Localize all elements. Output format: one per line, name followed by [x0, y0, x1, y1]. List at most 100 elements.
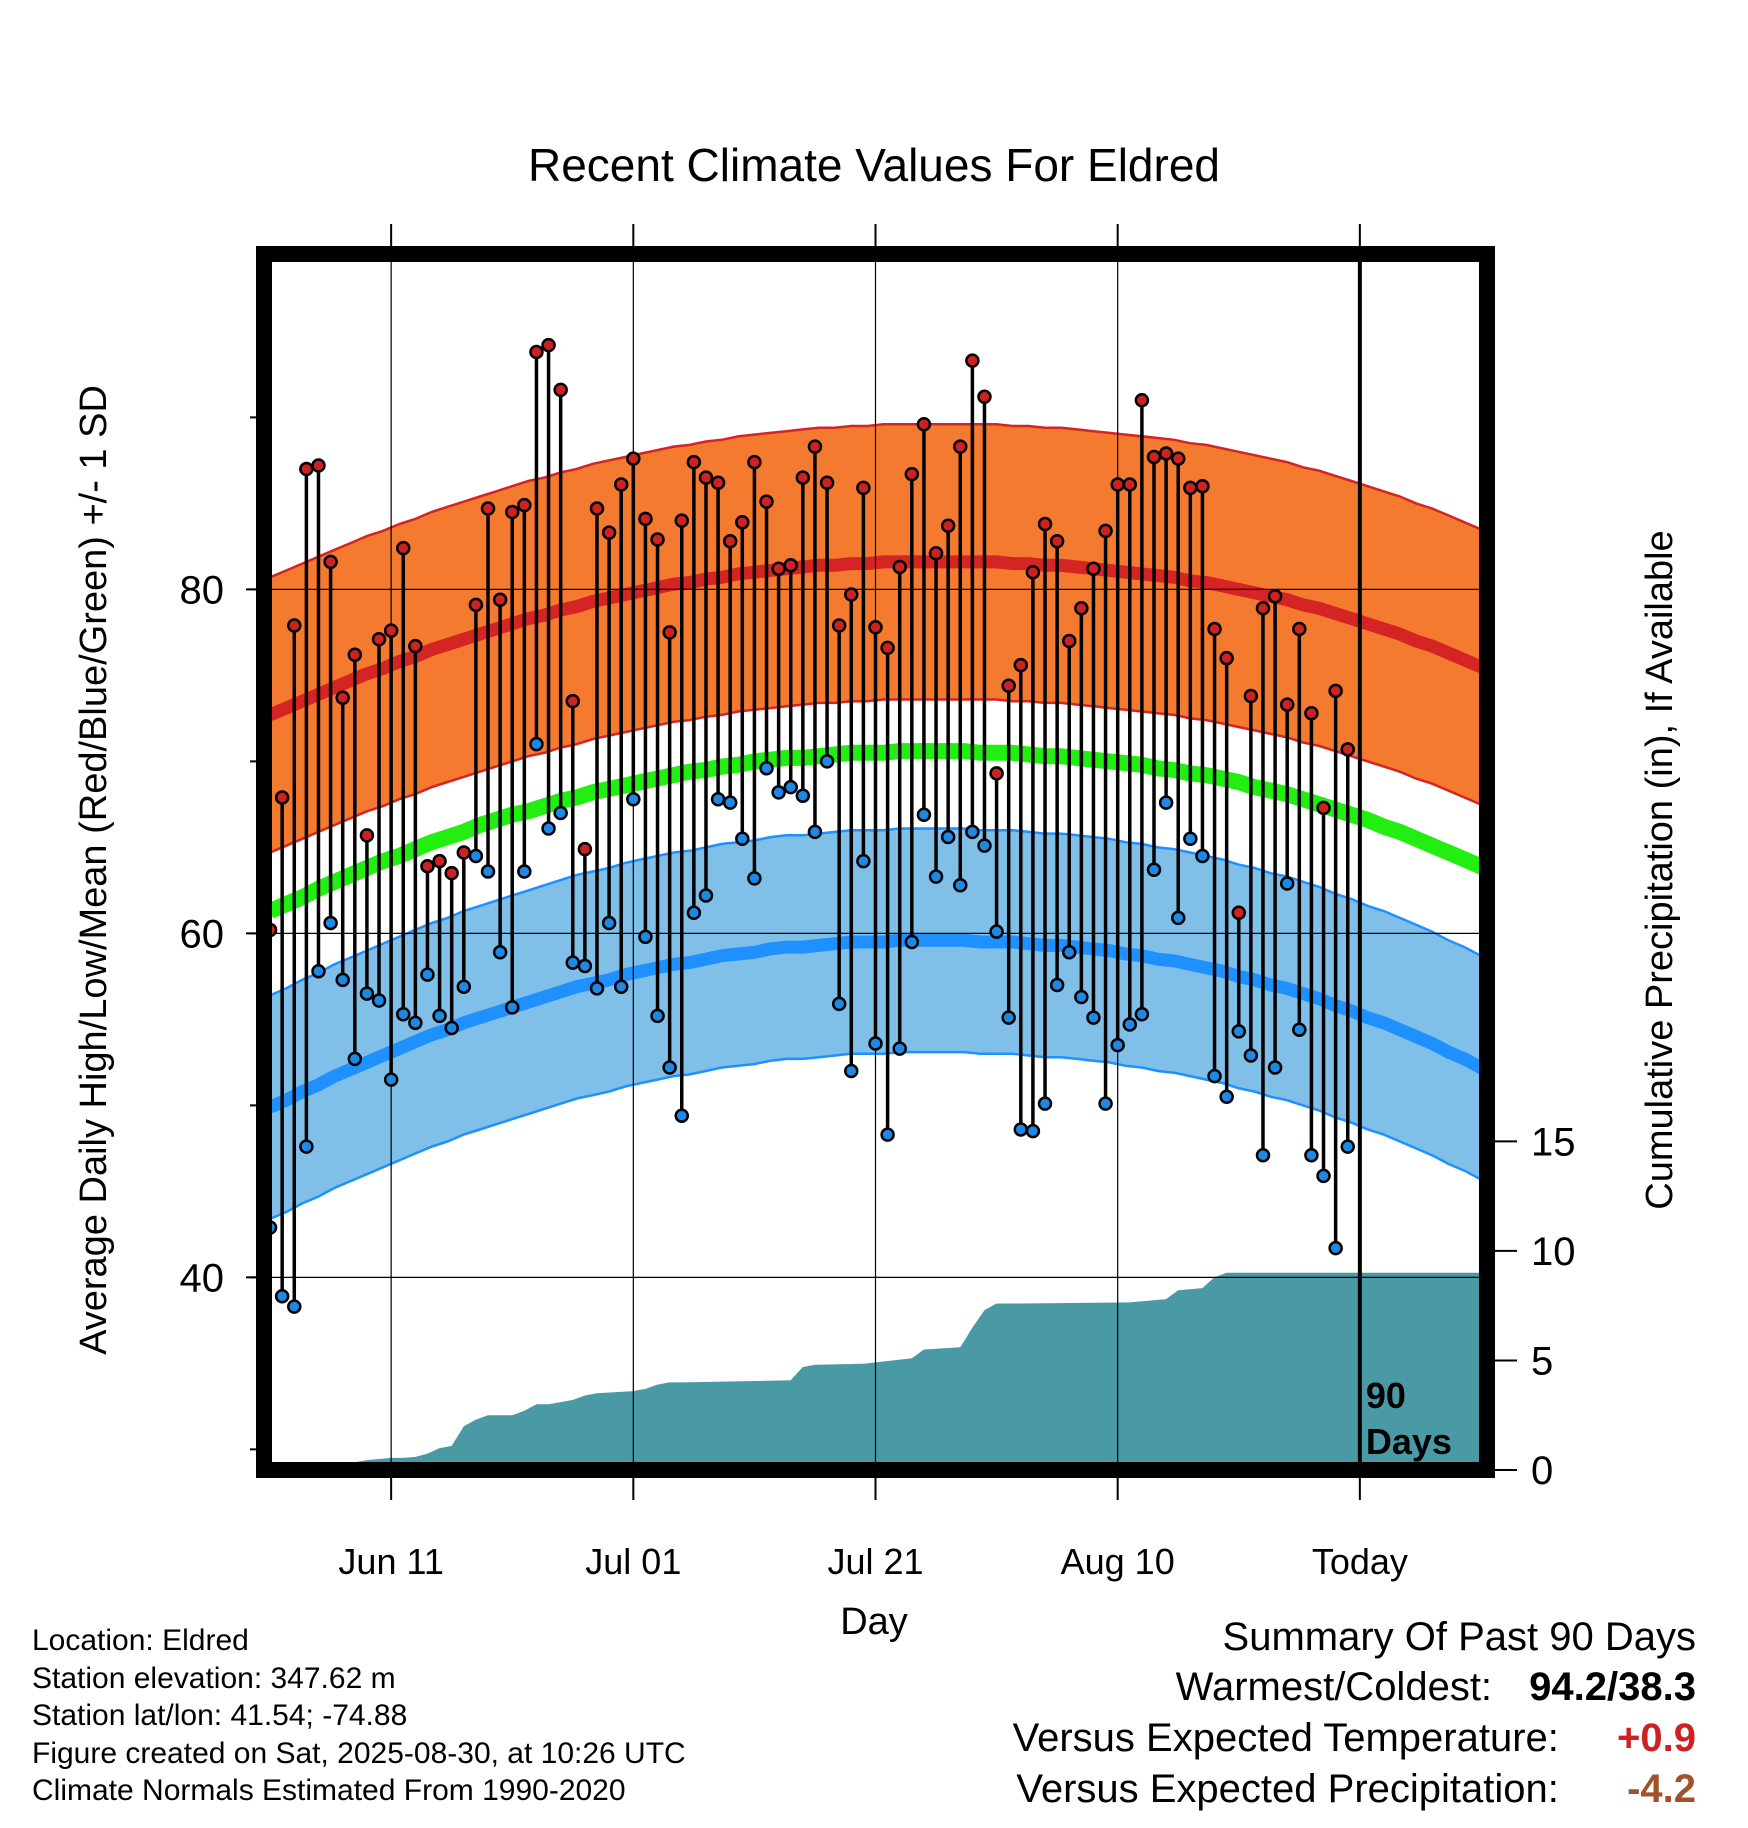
daily-high-point: [795, 470, 811, 485]
daily-low-point: [420, 967, 435, 982]
daily-low-point: [1049, 977, 1065, 993]
daily-low-point: [977, 838, 992, 853]
plot-frame: [256, 246, 1495, 1478]
daily-low-point: [553, 805, 568, 821]
daily-low-point: [989, 924, 1004, 939]
daily-high-point: [1183, 480, 1198, 496]
daily-low-point: [492, 945, 508, 960]
low-band-upper-edge: [269, 827, 1487, 997]
daily-high-point: [347, 647, 363, 662]
y2-tick-label: 10: [1531, 1230, 1576, 1274]
warm-cold-value: 94.2/38.3: [1529, 1665, 1696, 1709]
daily-high-point: [287, 618, 302, 633]
summary-title: Summary Of Past 90 Days: [1222, 1615, 1696, 1659]
daily-low-point: [383, 1072, 399, 1087]
warm-cold-label: Warmest/Coldest:: [1175, 1665, 1493, 1709]
daily-high-point: [844, 587, 859, 602]
daily-high-point: [371, 632, 387, 647]
daily-high-point: [783, 558, 798, 573]
daily-low-point: [722, 795, 738, 810]
daily-high-point: [1255, 601, 1271, 616]
y-tick-label: 40: [180, 1256, 225, 1300]
daily-low-point: [1013, 1122, 1029, 1137]
daily-high-point: [880, 640, 895, 656]
daily-low-point: [1158, 795, 1174, 810]
daily-high-point: [1098, 523, 1113, 539]
daily-high-point: [1316, 800, 1331, 816]
daily-low-point: [1086, 1010, 1101, 1025]
x-axis-label: Day: [840, 1601, 908, 1643]
daily-high-point: [916, 417, 932, 432]
daily-low-point: [517, 864, 532, 879]
daily-low-point: [1183, 831, 1198, 847]
daily-high-point: [989, 766, 1004, 781]
daily-low-point: [735, 831, 750, 847]
daily-low-point: [650, 1008, 665, 1024]
daily-high-point: [420, 859, 435, 874]
daily-high-point: [517, 497, 532, 513]
daily-high-point: [856, 480, 871, 496]
daily-high-point: [819, 475, 835, 491]
summary-temp: Versus Expected Temperature: +0.9: [1013, 1713, 1696, 1764]
daily-low-point: [674, 1108, 690, 1123]
daily-low-point: [856, 853, 871, 869]
daily-low-point: [1195, 848, 1210, 864]
daily-low-point: [480, 864, 496, 879]
daily-low-point: [892, 1041, 907, 1056]
daily-low-point: [747, 871, 762, 886]
axes: 40 60 80 0 5 10 15 Jun 11 Jul 01 Jul 21 Aug 10 Toda…: [180, 224, 1576, 1582]
daily-low-point: [759, 761, 774, 776]
daily-low-point: [880, 1127, 895, 1142]
daily-high-point: [1219, 650, 1234, 666]
daily-low-point: [1304, 1148, 1319, 1163]
daily-high-point: [710, 475, 726, 491]
daily-low-point: [1292, 1022, 1307, 1037]
daily-high-point: [1195, 478, 1210, 494]
daily-high-point: [759, 494, 774, 509]
temp-label: Versus Expected Temperature:: [1012, 1716, 1559, 1760]
daily-high-point: [638, 511, 653, 527]
daily-low-point: [831, 996, 847, 1012]
location-text: Location: Eldred: [32, 1624, 249, 1657]
daily-low-point: [274, 1289, 290, 1304]
daily-low-point: [432, 1008, 447, 1024]
window-annotation-line1: 90: [1366, 1375, 1406, 1416]
daily-high-point: [965, 353, 980, 368]
daily-low-point: [577, 958, 593, 974]
daily-low-point: [541, 821, 556, 836]
daily-low-point: [1316, 1168, 1331, 1184]
daily-low-point: [928, 869, 944, 884]
daily-high-point: [1122, 477, 1138, 492]
daily-high-point: [323, 554, 338, 570]
daily-high-point: [1243, 688, 1259, 704]
elevation-text: Station elevation: 347.62 m: [32, 1661, 396, 1695]
daily-low-point: [323, 915, 338, 931]
latlon-text: Station lat/lon: 41.54; -74.88: [32, 1699, 408, 1732]
daily-high-point: [359, 828, 375, 843]
daily-low-point: [844, 1063, 859, 1079]
daily-low-point: [1207, 1068, 1222, 1084]
daily-low-point: [904, 934, 920, 950]
daily-high-point: [1279, 697, 1295, 712]
daily-low-point: [710, 791, 726, 807]
daily-high-point: [1086, 561, 1101, 576]
daily-high-point: [1207, 621, 1222, 637]
daily-low-point: [335, 972, 350, 988]
created-text: Figure created on Sat, 2025-08-30, at 10…: [32, 1736, 686, 1770]
daily-low-point: [686, 905, 702, 920]
daily-high-point: [1074, 601, 1089, 616]
daily-high-point: [432, 853, 447, 869]
daily-low-point: [589, 981, 605, 996]
daily-low-point: [819, 754, 835, 769]
daily-low-point: [347, 1051, 363, 1067]
daily-high-point: [807, 439, 823, 454]
y2-tick-label: 5: [1531, 1339, 1553, 1383]
plot-content: 90 Days: [264, 254, 1487, 1470]
daily-high-point: [1267, 589, 1283, 604]
daily-high-point: [311, 458, 326, 473]
plot-area: 90 Days: [264, 254, 1487, 1470]
daily-low-point: [965, 824, 980, 840]
daily-low-point: [1328, 1240, 1343, 1256]
daily-low-point: [601, 915, 617, 931]
daily-high-point: [722, 533, 738, 549]
